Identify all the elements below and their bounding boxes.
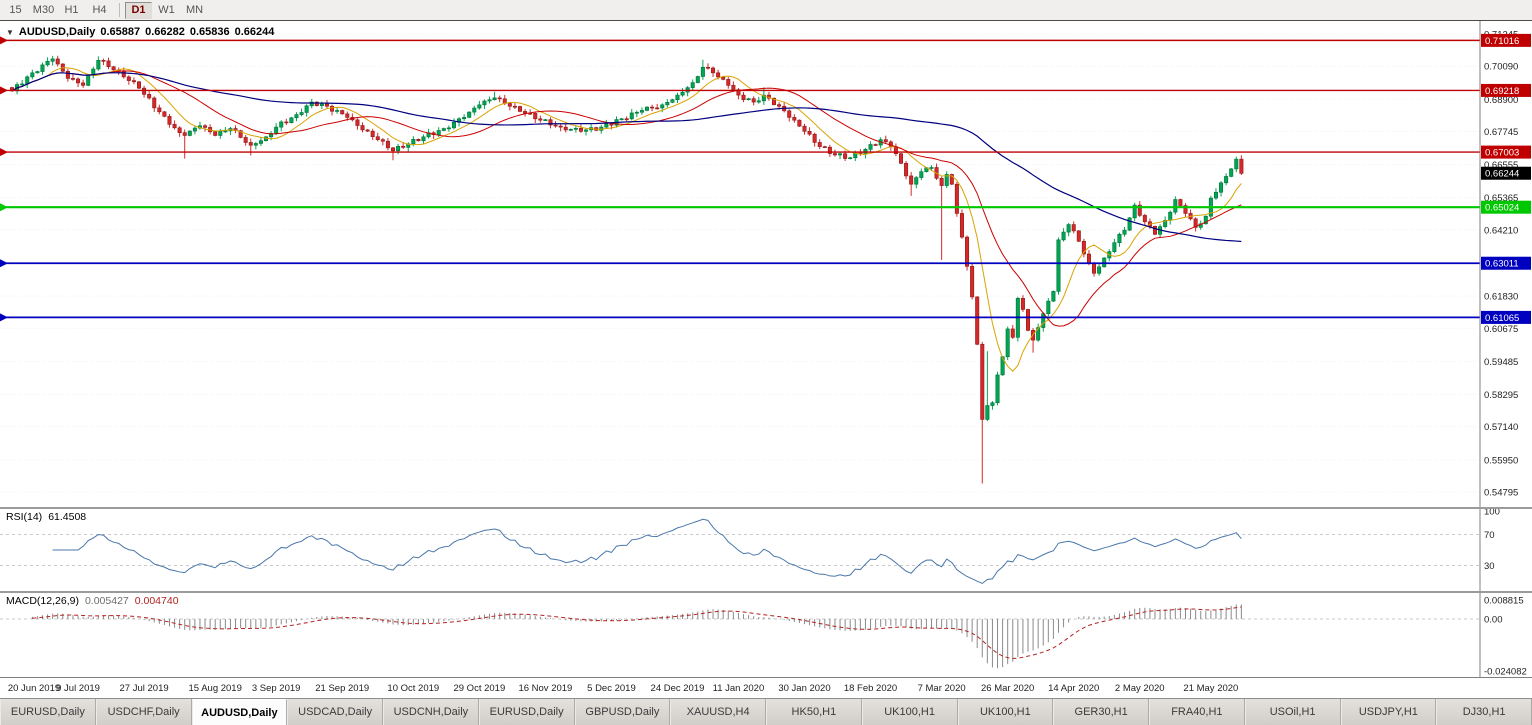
macd-histogram xyxy=(31,604,1242,669)
svg-text:0.65024: 0.65024 xyxy=(1485,203,1519,214)
chart-tab-usdcnh-daily[interactable]: USDCNH,Daily xyxy=(383,699,479,725)
svg-text:0.00: 0.00 xyxy=(1484,615,1503,626)
svg-text:0.64210: 0.64210 xyxy=(1484,225,1518,236)
svg-text:0.60675: 0.60675 xyxy=(1484,324,1518,335)
panel-splitter[interactable] xyxy=(0,591,1532,593)
chart-tab-usdchf-daily[interactable]: USDCHF,Daily xyxy=(95,699,192,725)
svg-text:0.63011: 0.63011 xyxy=(1485,259,1519,270)
svg-text:0.67003: 0.67003 xyxy=(1485,148,1519,159)
svg-text:3 Sep 2019: 3 Sep 2019 xyxy=(252,683,301,694)
svg-text:11 Jan 2020: 11 Jan 2020 xyxy=(713,683,765,694)
timeframe-button-mn[interactable]: MN xyxy=(185,3,204,16)
svg-text:0.61830: 0.61830 xyxy=(1484,292,1518,303)
timeframe-button-h4[interactable]: H4 xyxy=(92,3,107,16)
timeframe-button-h1[interactable]: H1 xyxy=(64,3,79,16)
chart-tab-fra40-h1[interactable]: FRA40,H1 xyxy=(1149,699,1245,725)
svg-text:29 Oct 2019: 29 Oct 2019 xyxy=(453,683,505,694)
svg-text:20 Jun 2019: 20 Jun 2019 xyxy=(8,683,60,694)
panel-splitter[interactable] xyxy=(0,507,1532,509)
chart-tab-usdcad-daily[interactable]: USDCAD,Daily xyxy=(287,699,383,725)
svg-text:0.55950: 0.55950 xyxy=(1484,455,1518,466)
chart-tab-gbpusd-daily[interactable]: GBPUSD,Daily xyxy=(574,699,671,725)
svg-text:0.70090: 0.70090 xyxy=(1484,62,1518,73)
svg-text:0.66555: 0.66555 xyxy=(1484,160,1518,171)
timeframe-toolbar: 15 M30 H1 H4 D1 W1 MN xyxy=(0,0,1532,20)
chart-tab-hk50-h1[interactable]: HK50,H1 xyxy=(766,699,862,725)
chart-tab-usdjpy-h1[interactable]: USDJPY,H1 xyxy=(1340,699,1437,725)
time-axis[interactable]: 20 Jun 2019 9 Jul 2019 27 Jul 2019 15 Aug 2… xyxy=(0,677,1532,699)
svg-text:21 May 2020: 21 May 2020 xyxy=(1183,683,1238,694)
rsi-canvas[interactable]: 100 70 30 xyxy=(0,509,1532,591)
chart-tab-ger30-h1[interactable]: GER30,H1 xyxy=(1053,699,1149,725)
macd-indicator-panel: 0.008815 0.00 -0.024082 MACD(12,26,9) 0.00… xyxy=(0,593,1532,677)
svg-text:0.59485: 0.59485 xyxy=(1484,357,1518,368)
price-chart-canvas[interactable]: 0.712450.700900.689000.677450.665550.653… xyxy=(0,21,1532,507)
svg-text:10 Oct 2019: 10 Oct 2019 xyxy=(387,683,439,694)
rsi-indicator-panel: 100 70 30 RSI(14) 61.4508 xyxy=(0,509,1532,591)
rsi-line xyxy=(52,518,1242,585)
chart-tab-uk100-h1[interactable]: UK100,H1 xyxy=(957,699,1054,725)
svg-text:24 Dec 2019: 24 Dec 2019 xyxy=(651,683,705,694)
timeframe-button-m30[interactable]: M30 xyxy=(32,3,55,16)
candles xyxy=(10,55,1244,484)
svg-text:0.66244: 0.66244 xyxy=(1485,169,1519,180)
svg-text:21 Sep 2019: 21 Sep 2019 xyxy=(315,683,369,694)
toolbar-divider xyxy=(119,3,120,17)
svg-text:5 Dec 2019: 5 Dec 2019 xyxy=(587,683,636,694)
timeframe-button-w1[interactable]: W1 xyxy=(158,3,175,16)
svg-text:0.67745: 0.67745 xyxy=(1484,127,1518,138)
moving-average-fast xyxy=(11,67,1242,372)
svg-text:18 Feb 2020: 18 Feb 2020 xyxy=(844,683,897,694)
svg-text:-0.024082: -0.024082 xyxy=(1484,667,1527,678)
main-price-chart: 0.712450.700900.689000.677450.665550.653… xyxy=(0,21,1532,507)
svg-text:14 Apr 2020: 14 Apr 2020 xyxy=(1048,683,1099,694)
svg-text:30 Jan 2020: 30 Jan 2020 xyxy=(778,683,830,694)
svg-text:0.61065: 0.61065 xyxy=(1485,313,1519,324)
macd-signal-line xyxy=(32,606,1242,660)
chart-tab-bar: EURUSD,Daily USDCHF,Daily AUDUSD,Daily USDC… xyxy=(0,698,1532,725)
svg-text:0.57140: 0.57140 xyxy=(1484,422,1518,433)
chart-tab-eurusd-daily[interactable]: EURUSD,Daily xyxy=(478,699,575,725)
svg-text:0.54795: 0.54795 xyxy=(1484,487,1518,498)
svg-text:0.69218: 0.69218 xyxy=(1485,86,1519,97)
chart-tab-dj30-h1[interactable]: DJ30,H1 xyxy=(1436,699,1532,725)
chart-window: 0.712450.700900.689000.677450.665550.653… xyxy=(0,20,1532,699)
svg-text:16 Nov 2019: 16 Nov 2019 xyxy=(518,683,572,694)
moving-average-medium xyxy=(11,70,1242,327)
svg-text:26 Mar 2020: 26 Mar 2020 xyxy=(981,683,1034,694)
svg-text:0.65365: 0.65365 xyxy=(1484,193,1518,204)
svg-text:0.71016: 0.71016 xyxy=(1485,36,1519,47)
chart-tab-eurusd-daily[interactable]: EURUSD,Daily xyxy=(0,699,96,725)
macd-canvas[interactable]: 0.008815 0.00 -0.024082 xyxy=(0,593,1532,677)
svg-text:30: 30 xyxy=(1484,561,1495,572)
chart-tab-xauusd-h4[interactable]: XAUUSD,H4 xyxy=(670,699,766,725)
svg-text:2 May 2020: 2 May 2020 xyxy=(1115,683,1165,694)
svg-text:70: 70 xyxy=(1484,530,1495,541)
svg-text:0.58295: 0.58295 xyxy=(1484,390,1518,401)
svg-text:7 Mar 2020: 7 Mar 2020 xyxy=(918,683,966,694)
svg-text:100: 100 xyxy=(1484,509,1500,518)
svg-text:27 Jul 2019: 27 Jul 2019 xyxy=(120,683,169,694)
timeframe-button-d1[interactable]: D1 xyxy=(125,1,152,19)
timeframe-button-15[interactable]: 15 xyxy=(9,3,22,16)
chart-tab-usoil-h1[interactable]: USOil,H1 xyxy=(1244,699,1341,725)
timeframe-buttons: 15 M30 H1 H4 D1 W1 MN xyxy=(2,0,209,20)
moving-average-slow xyxy=(11,72,1242,243)
chart-tab-uk100-h1[interactable]: UK100,H1 xyxy=(861,699,958,725)
chart-tab-audusd-daily[interactable]: AUDUSD,Daily xyxy=(191,699,288,725)
svg-text:15 Aug 2019: 15 Aug 2019 xyxy=(189,683,242,694)
svg-text:9 Jul 2019: 9 Jul 2019 xyxy=(56,683,100,694)
svg-text:0.008815: 0.008815 xyxy=(1484,596,1524,607)
svg-text:0.68900: 0.68900 xyxy=(1484,95,1518,106)
